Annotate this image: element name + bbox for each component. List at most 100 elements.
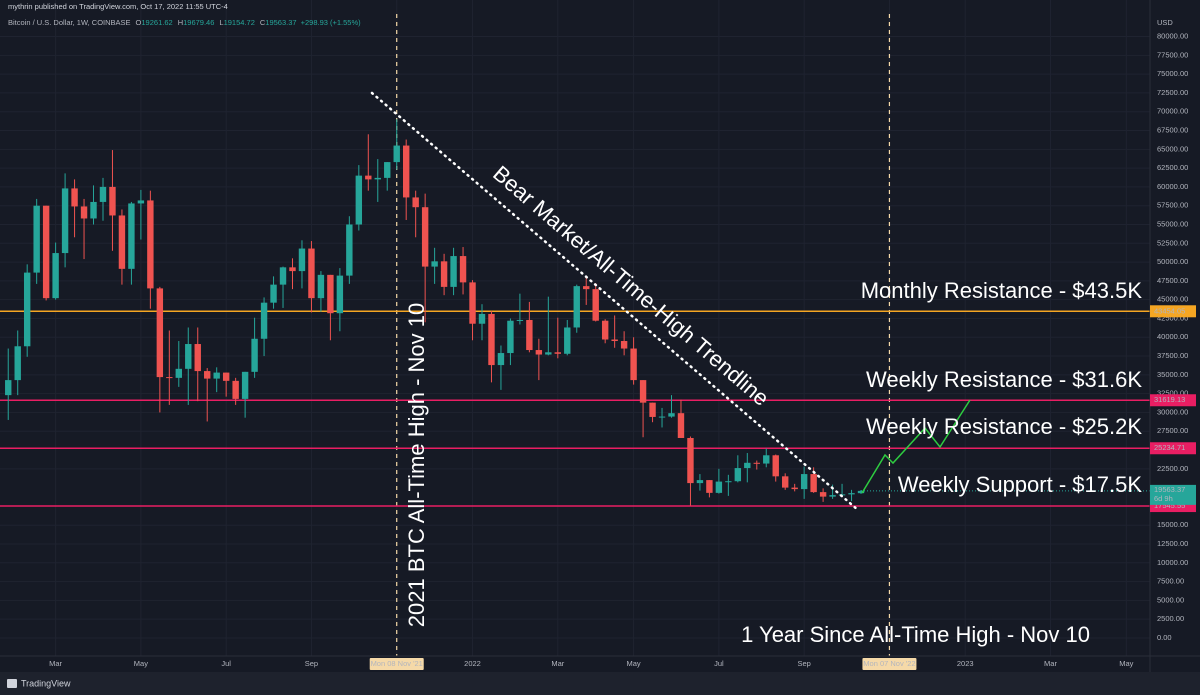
- candle-body: [128, 203, 135, 269]
- countdown-label: 6d 9h: [1154, 494, 1173, 503]
- header-field: +298.93 (+1.55%): [301, 18, 362, 27]
- candle-body: [109, 186, 116, 216]
- x-tick-label: Jul: [221, 659, 231, 668]
- y-tick-label: 70000.00: [1157, 107, 1188, 116]
- header-field: H: [178, 18, 183, 27]
- candle-body: [175, 368, 182, 378]
- candle-body: [270, 284, 277, 303]
- candle-body: [782, 476, 789, 488]
- candle-body: [431, 261, 438, 267]
- y-tick-label: 40000.00: [1157, 332, 1188, 341]
- y-tick-label: 45000.00: [1157, 295, 1188, 304]
- x-tick-label: May: [1119, 659, 1133, 668]
- candle-body: [90, 201, 97, 219]
- candle-body: [829, 495, 836, 497]
- x-tick-label: 2023: [957, 659, 974, 668]
- candle-body: [185, 344, 192, 369]
- candle-body: [402, 145, 410, 198]
- candle-body: [810, 474, 817, 493]
- candle-body: [14, 346, 21, 381]
- header-field: 19679.46: [183, 18, 214, 27]
- candle-body: [639, 380, 647, 403]
- candle-body: [687, 437, 694, 484]
- y-tick-label: 32500.00: [1157, 389, 1188, 398]
- annotation: Weekly Resistance - $31.6K: [866, 367, 1142, 392]
- candle-body: [241, 371, 249, 399]
- time-axis-bg: [0, 656, 1200, 672]
- price-label: 31619.13: [1154, 395, 1185, 404]
- candle-body: [393, 145, 400, 163]
- candle-body: [317, 274, 325, 299]
- candle-body: [222, 372, 230, 381]
- x-tick-label: Sep: [305, 659, 318, 668]
- candle-body: [734, 468, 742, 482]
- candle-body: [819, 492, 827, 497]
- candle-body: [204, 371, 211, 379]
- price-label: 43454.05: [1154, 306, 1185, 315]
- candle-body: [649, 402, 656, 417]
- logo-icon: [7, 679, 17, 688]
- candle-body: [450, 256, 457, 287]
- candle-body: [857, 490, 865, 494]
- candle-body: [42, 205, 50, 299]
- candle-body: [763, 455, 770, 464]
- x-tick-label: Mar: [1044, 659, 1057, 668]
- x-highlight: [862, 658, 917, 670]
- y-tick-label: 30000.00: [1157, 407, 1188, 416]
- candle-body: [156, 288, 164, 378]
- candle-body: [298, 248, 306, 272]
- y-tick-label: 60000.00: [1157, 182, 1188, 191]
- last-price-bg: [1150, 484, 1196, 505]
- annotation: Weekly Support - $17.5K: [898, 472, 1142, 497]
- axes: 0.00 2500.00 5000.00 7500.00 10000.00 12500.0…: [0, 0, 1200, 672]
- candle-body: [478, 313, 486, 324]
- y-tick-label: 27500.00: [1157, 426, 1188, 435]
- x-tick-label: Mon 07 Nov '22: [863, 659, 915, 668]
- header-field: 19563.37: [265, 18, 296, 27]
- header-field: 19154.72: [224, 18, 255, 27]
- price-label: 25234.71: [1154, 443, 1185, 452]
- candle-body: [497, 353, 505, 366]
- y-tick-label: 47500.00: [1157, 276, 1188, 285]
- annotation: 2021 BTC All-Time High - Nov 10: [404, 303, 429, 627]
- price-axis-bg: [1150, 0, 1200, 672]
- y-tick-label: 57500.00: [1157, 201, 1188, 210]
- y-tick-label: 52500.00: [1157, 238, 1188, 247]
- x-tick-label: May: [627, 659, 641, 668]
- y-tick-label: 67500.00: [1157, 126, 1188, 135]
- candle-body: [668, 413, 675, 417]
- candle-body: [526, 319, 533, 351]
- header-field: 19261.62: [141, 18, 172, 27]
- candle-body: [658, 416, 666, 418]
- x-highlight: [369, 658, 424, 670]
- candle-body: [677, 413, 685, 438]
- header-field: Bitcoin / U.S. Dollar, 1W, COINBASE: [8, 18, 131, 27]
- x-tick-label: Mar: [551, 659, 564, 668]
- price-label-bg: [1150, 442, 1196, 455]
- candle-body: [289, 267, 296, 272]
- y-tick-label: 5000.00: [1157, 595, 1184, 604]
- y-tick-label: 0.00: [1157, 633, 1172, 642]
- annotation: Monthly Resistance - $43.5K: [861, 278, 1143, 303]
- candle-body: [516, 319, 524, 321]
- candle-body: [213, 372, 220, 379]
- candle-body: [71, 188, 78, 207]
- y-tick-label: 15000.00: [1157, 520, 1188, 529]
- candle-body: [583, 286, 590, 290]
- header-field: C: [260, 18, 266, 27]
- candle-body: [137, 200, 145, 204]
- candle-body: [421, 207, 429, 267]
- y-tick-label: 65000.00: [1157, 144, 1188, 153]
- candle-body: [412, 197, 419, 208]
- y-tick-label: 12500.00: [1157, 539, 1188, 548]
- candle-body: [440, 261, 448, 287]
- candle-body: [166, 377, 173, 379]
- candle-body: [696, 480, 704, 484]
- y-tick-label: 80000.00: [1157, 32, 1188, 41]
- y-tick-label: 7500.00: [1157, 577, 1184, 586]
- candle-body: [753, 462, 760, 464]
- candle-body: [147, 200, 154, 289]
- y-tick-label: 22500.00: [1157, 464, 1188, 473]
